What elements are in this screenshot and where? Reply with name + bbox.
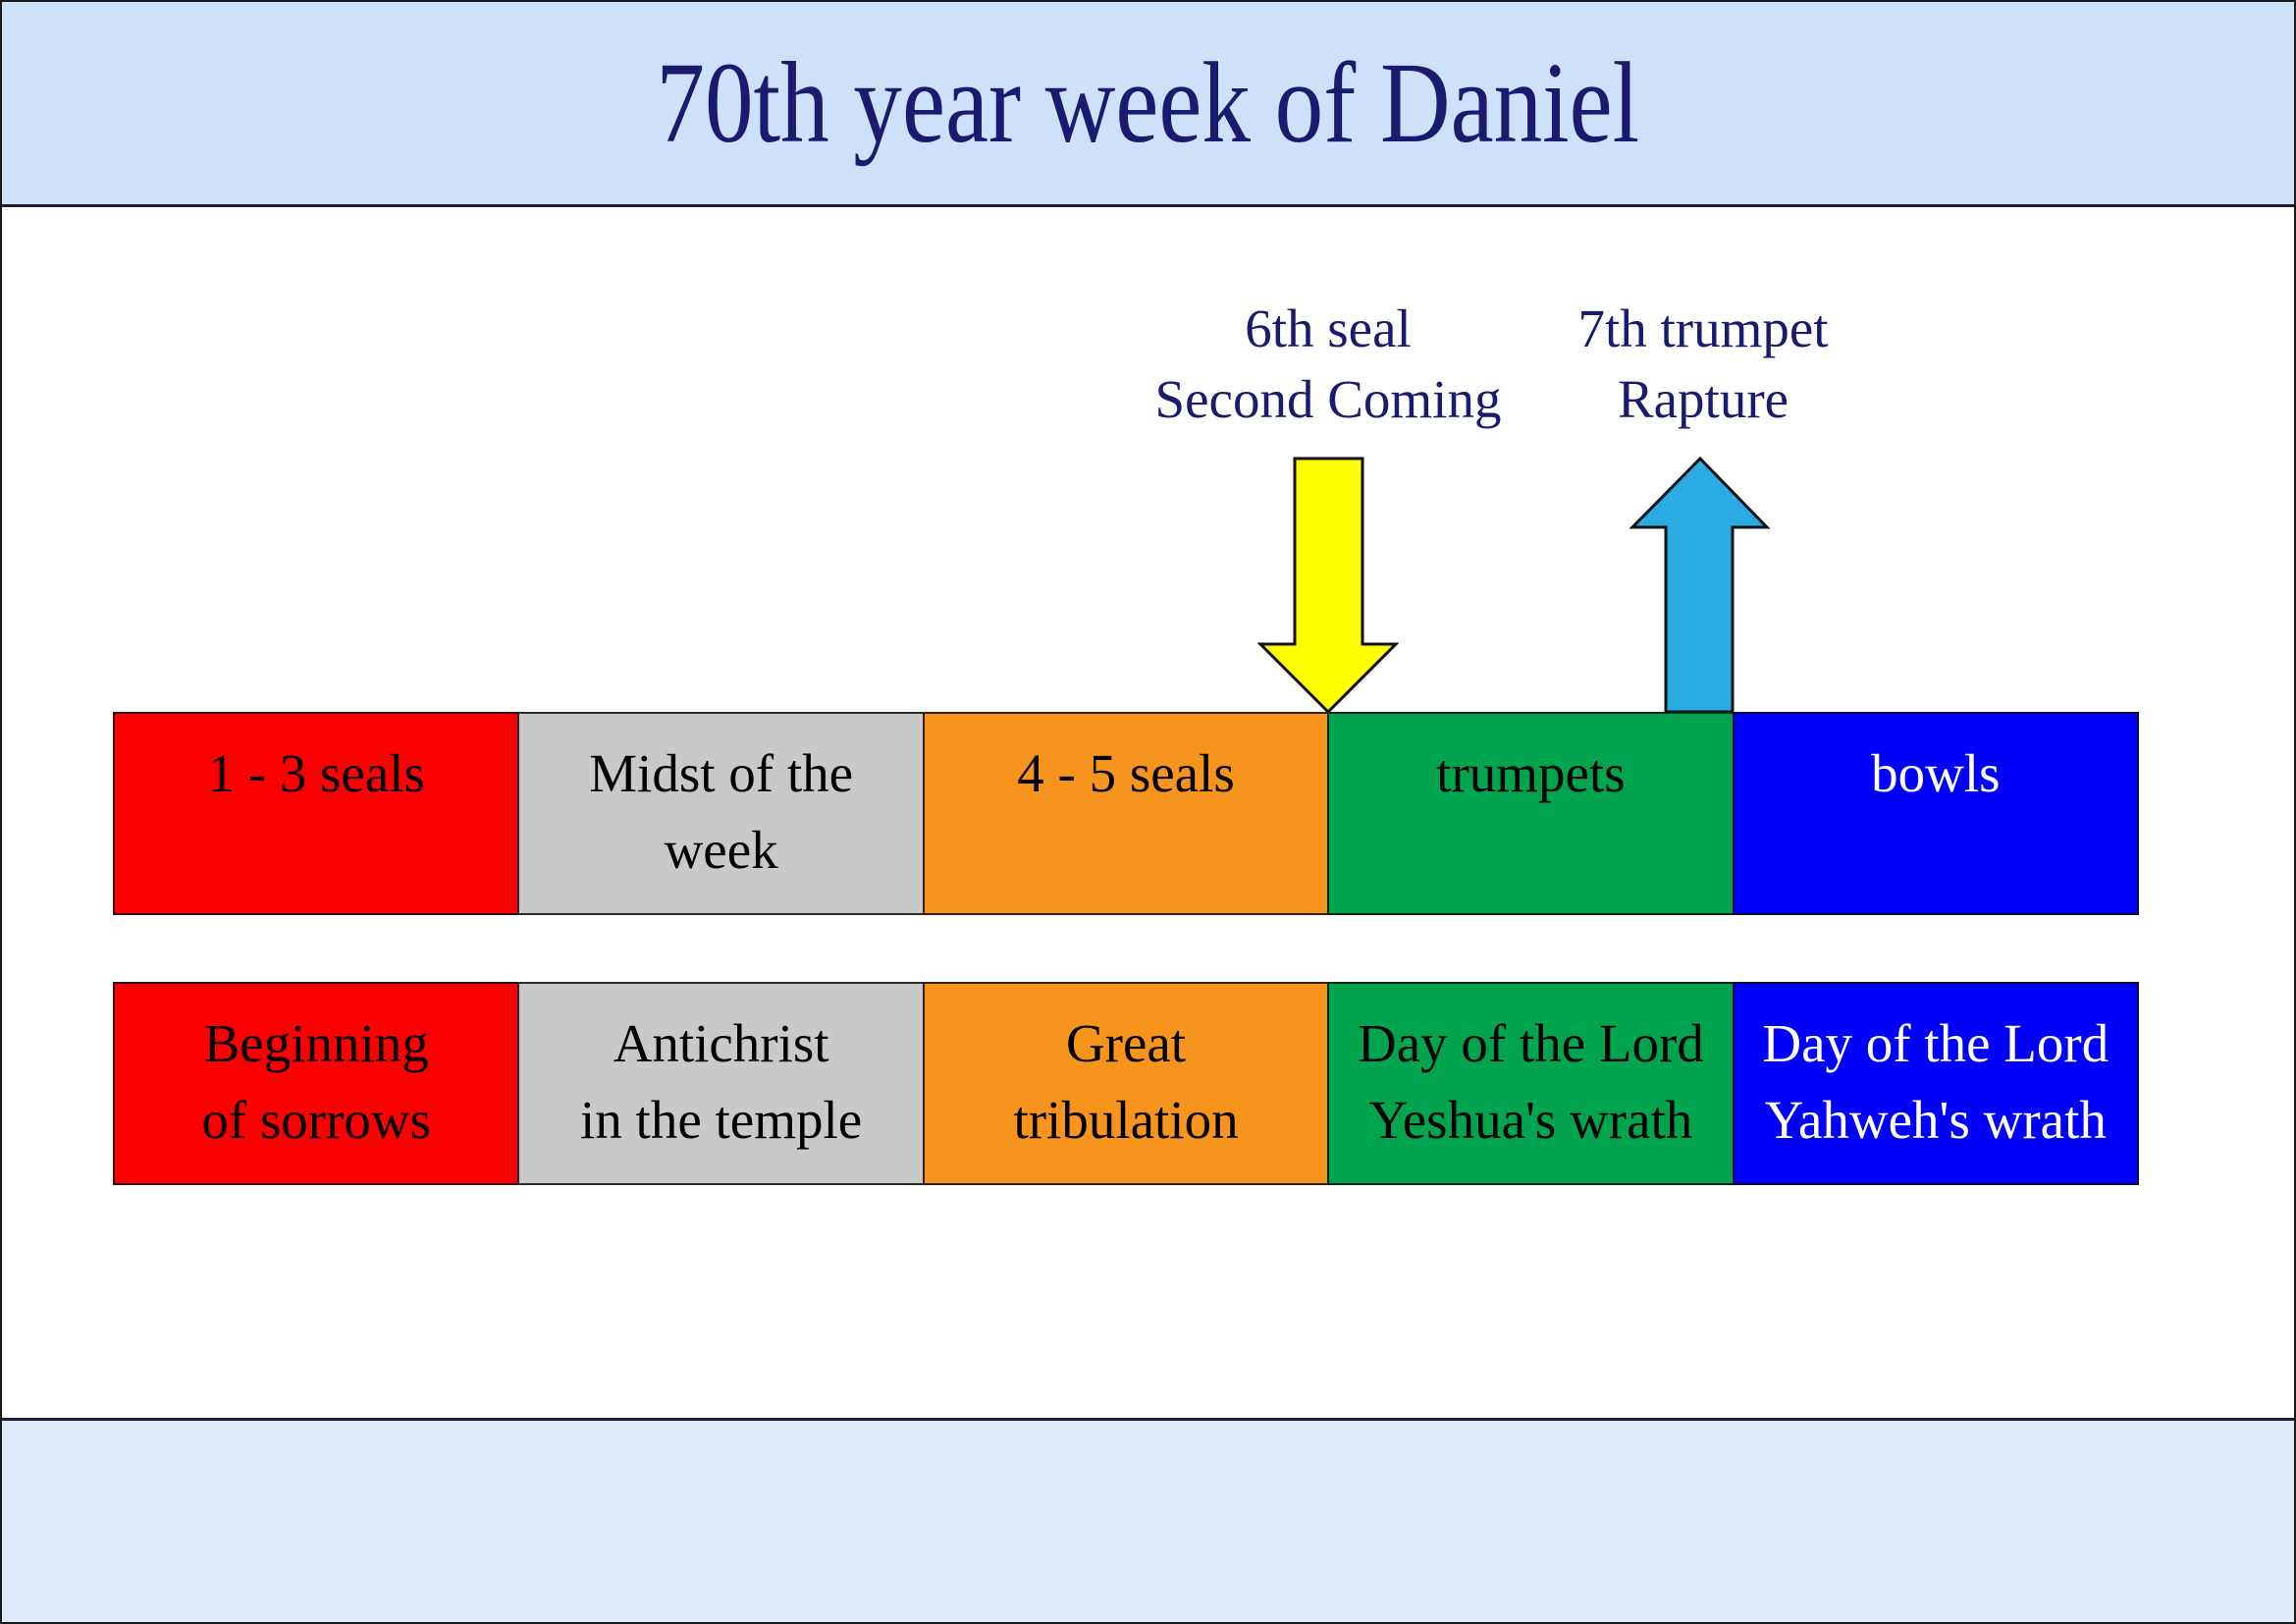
timeline-cell-midst-of-week: Midst of the week <box>517 712 925 915</box>
cell-label-line: Midst of the <box>589 743 854 803</box>
timeline-cell-yahwehs-wrath: Day of the Lord Yahweh's wrath <box>1732 982 2140 1185</box>
timeline-cell-antichrist-temple: Antichrist in the temple <box>517 982 925 1185</box>
up-arrow-shape <box>1629 456 1771 714</box>
cell-label-line: Day of the Lord <box>1762 1013 2109 1073</box>
down-arrow-shape <box>1257 457 1399 714</box>
cell-label-line: Yahweh's wrath <box>1764 1090 2107 1150</box>
annotation-second-coming: 6th seal Second Coming <box>1034 294 1623 435</box>
down-arrow-icon <box>1257 457 1399 714</box>
cell-label-line: of sorrows <box>201 1090 432 1150</box>
cell-label-line: week <box>664 820 778 880</box>
annotation-line: 6th seal <box>1245 298 1412 358</box>
timeline-row-events: 1 - 3 seals Midst of the week 4 - 5 seal… <box>113 712 2140 915</box>
up-arrow-icon <box>1629 456 1771 714</box>
timeline-cell-trumpets: trumpets <box>1327 712 1735 915</box>
cell-label-line: trumpets <box>1436 743 1626 803</box>
annotation-line: Rapture <box>1617 369 1789 429</box>
annotation-line: 7th trumpet <box>1577 298 1829 358</box>
cell-label-line: tribulation <box>1013 1090 1239 1150</box>
timeline-cell-seals-1-3: 1 - 3 seals <box>113 712 520 915</box>
cell-label-line: in the temple <box>580 1090 863 1150</box>
cell-label-line: Antichrist <box>613 1013 829 1073</box>
cell-label-line: Day of the Lord <box>1358 1013 1704 1073</box>
timeline-row-descriptions: Beginning of sorrows Antichrist in the t… <box>113 982 2140 1185</box>
cell-label-line: Yeshua's wrath <box>1368 1090 1693 1150</box>
timeline-cell-seals-4-5: 4 - 5 seals <box>922 712 1330 915</box>
cell-label-line: bowls <box>1871 743 2001 803</box>
footer-banner <box>2 1418 2294 1622</box>
cell-label-line: 4 - 5 seals <box>1017 743 1235 803</box>
timeline-cell-bowls: bowls <box>1732 712 2140 915</box>
cell-label-line: Great <box>1065 1013 1187 1073</box>
timeline-cell-yeshuas-wrath: Day of the Lord Yeshua's wrath <box>1327 982 1735 1185</box>
cell-label-line: 1 - 3 seals <box>207 743 425 803</box>
cell-label-line: Beginning <box>203 1013 429 1073</box>
annotation-line: Second Coming <box>1154 369 1502 429</box>
annotation-rapture: 7th trumpet Rapture <box>1409 294 1998 435</box>
page-title: 70th year week of Daniel <box>656 38 1640 167</box>
title-banner: 70th year week of Daniel <box>2 2 2294 207</box>
timeline-cell-beginning-of-sorrows: Beginning of sorrows <box>113 982 520 1185</box>
timeline-cell-great-tribulation: Great tribulation <box>922 982 1330 1185</box>
